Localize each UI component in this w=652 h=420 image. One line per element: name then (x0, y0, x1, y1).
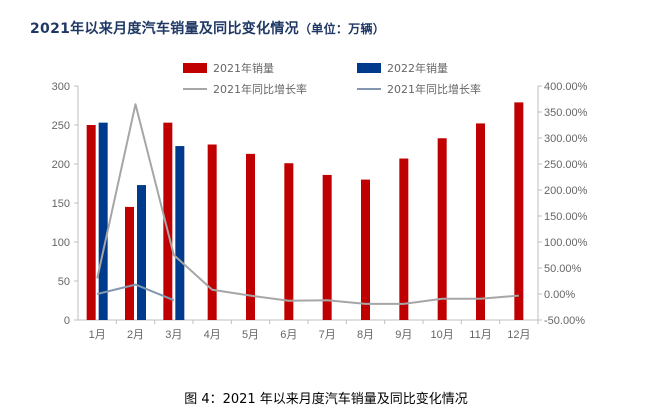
y-right-tick-label: 350.00% (544, 107, 588, 119)
bar-2021年销量 (361, 179, 370, 320)
line-2021年同比增长率 (96, 283, 175, 302)
y-left-tick-label: 100 (52, 237, 70, 249)
bar-2022年销量 (98, 122, 108, 320)
x-tick-label: 7月 (319, 329, 336, 341)
y-left-tick-label: 300 (52, 81, 70, 93)
x-tick-label: 2月 (127, 329, 144, 341)
x-tick-label: 10月 (431, 329, 454, 341)
legend-swatch (183, 63, 207, 73)
axes: 0 50 100 150 200 250 300 -50.00% 0.00% 50.00% 100.… (52, 81, 588, 341)
x-tick-label: 4月 (204, 329, 221, 341)
x-tick-label: 5月 (242, 329, 259, 341)
y-left-tick-label: 250 (52, 120, 70, 132)
bar-2022年销量 (175, 146, 185, 320)
x-tick-label: 12月 (507, 329, 530, 341)
lines (96, 103, 519, 305)
y-left-tick-label: 0 (64, 315, 70, 327)
legend-swatch (357, 63, 381, 73)
x-tick-label: 6月 (280, 329, 297, 341)
bar-2021年销量 (514, 102, 524, 320)
figure-caption: 图 4：2021 年以来月度汽车销量及同比变化情况 (184, 392, 468, 407)
bar-2021年销量 (207, 144, 217, 320)
x-tick-label: 3月 (165, 329, 182, 341)
bar-2021年销量 (476, 123, 485, 320)
chart-title: 2021年以来月度汽车销量及同比变化情况（单位：万辆） (30, 18, 385, 38)
bars (86, 102, 524, 320)
bar-2021年销量 (284, 163, 294, 320)
x-tick-label: 1月 (89, 329, 106, 341)
line-2021年同比增长率 (96, 103, 519, 305)
y-right-tick-label: 200.00% (544, 185, 588, 197)
bar-2021年销量 (163, 122, 173, 320)
legend-label: 2021年同比增长率 (213, 82, 307, 96)
y-right-tick-label: 50.00% (544, 263, 582, 275)
x-tick-label: 9月 (395, 329, 412, 341)
y-right-tick-label: 0.00% (544, 289, 575, 301)
bar-2021年销量 (399, 158, 409, 320)
legend-label: 2022年销量 (387, 61, 448, 75)
bar-2021年销量 (125, 206, 134, 320)
y-right-tick-label: 250.00% (544, 159, 588, 171)
bar-2021年销量 (437, 138, 447, 320)
x-tick-label: 11月 (469, 329, 491, 341)
y-right-tick-label: 150.00% (544, 211, 588, 223)
y-right-tick-label: 400.00% (544, 81, 588, 93)
bar-2022年销量 (137, 185, 146, 320)
y-left-tick-label: 50 (58, 276, 70, 288)
y-left-tick-label: 200 (52, 159, 70, 171)
y-right-tick-label: 300.00% (544, 133, 588, 145)
bar-2021年销量 (322, 174, 332, 320)
chart-title-text: 2021年以来月度汽车销量及同比变化情况 (30, 21, 299, 37)
legend-label: 2021年同比增长率 (387, 82, 481, 96)
y-left-tick-label: 150 (52, 198, 70, 210)
bar-2021年销量 (246, 153, 255, 320)
x-tick-label: 8月 (357, 329, 374, 341)
y-right-tick-label: -50.00% (544, 315, 585, 327)
bar-2021年销量 (86, 125, 96, 320)
combo-chart: 0 50 100 150 200 250 300 -50.00% 0.00% 50.00% 100.… (52, 61, 588, 341)
chart-title-unit: （单位：万辆） (298, 22, 386, 36)
y-right-tick-label: 100.00% (544, 237, 588, 249)
legend-label: 2021年销量 (213, 61, 274, 75)
legend: 2021年销量 2022年销量 2021年同比增长率 2021年同比增长率 (183, 61, 481, 96)
